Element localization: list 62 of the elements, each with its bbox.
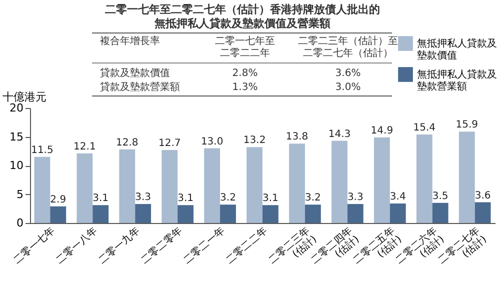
bar [220,204,236,223]
y-axis-title: 十億港元 [2,90,46,104]
bar [374,137,390,223]
text: 3.6% [335,68,361,79]
text: 2.8% [232,68,258,79]
bar [432,202,448,223]
y-tick-label: 0 [16,216,24,230]
bar [347,204,364,223]
bar [332,140,348,223]
text: 二零二三年（估計）至二零二七年（估計） [298,35,398,59]
bar [262,205,278,223]
data-label: 12.8 [116,137,138,148]
data-label: 3.3 [347,192,364,204]
data-label: 13.2 [243,135,266,146]
text: 二零一七年至二零二二年 [215,35,275,59]
data-label: 3.2 [304,192,321,204]
bar [458,132,475,223]
data-label: 3.1 [262,193,278,204]
data-label: 3.5 [432,190,448,202]
data-label: 13.0 [200,136,224,148]
bar [135,204,152,223]
bar [76,153,93,223]
bar [34,156,50,223]
bar [304,204,321,223]
text: 1.3% [232,82,258,93]
data-label: 12.7 [158,138,181,149]
data-label: 14.3 [328,128,351,140]
data-label: 15.9 [456,120,478,131]
bar [204,148,220,223]
y-tick-label: 5 [16,188,24,201]
bar [474,202,491,223]
data-label: 11.5 [31,144,54,156]
data-label: 2.9 [50,194,66,206]
bar [92,205,109,223]
data-label: 13.8 [286,132,308,143]
chart-title: 二零一七年至二零二七年（估計）香港持牌放債人批出的無抵押私人貸款及墊款價值及營業額 [105,3,380,30]
data-label: 15.4 [413,122,436,134]
bar [178,205,194,223]
legend-label: 無抵押私人貸款及墊款營業額 [417,68,497,92]
data-label: 3.6 [474,190,491,202]
bar [246,147,262,223]
data-label: 3.2 [220,192,236,204]
data-label: 3.1 [178,193,194,204]
text: 貸款及墊款價值 [100,67,170,79]
bar [119,149,136,223]
y-tick-label: 15 [10,130,24,144]
bar [416,134,432,223]
text: 貸款及墊款營業額 [100,81,180,93]
y-tick-label: 20 [10,102,24,114]
data-label: 3.1 [92,193,109,204]
legend-label: 無抵押私人貸款及墊款價值 [417,38,497,62]
bar [289,144,305,223]
bar [162,150,178,223]
bar [50,206,66,223]
y-tick-label: 10 [10,159,24,172]
text: 3.0% [335,82,361,93]
data-label: 14.9 [370,125,394,136]
text: 複合年增長率 [100,35,160,47]
data-label: 12.1 [74,141,96,152]
bar [390,203,406,223]
data-label: 3.4 [390,191,406,202]
data-label: 3.3 [135,192,152,204]
